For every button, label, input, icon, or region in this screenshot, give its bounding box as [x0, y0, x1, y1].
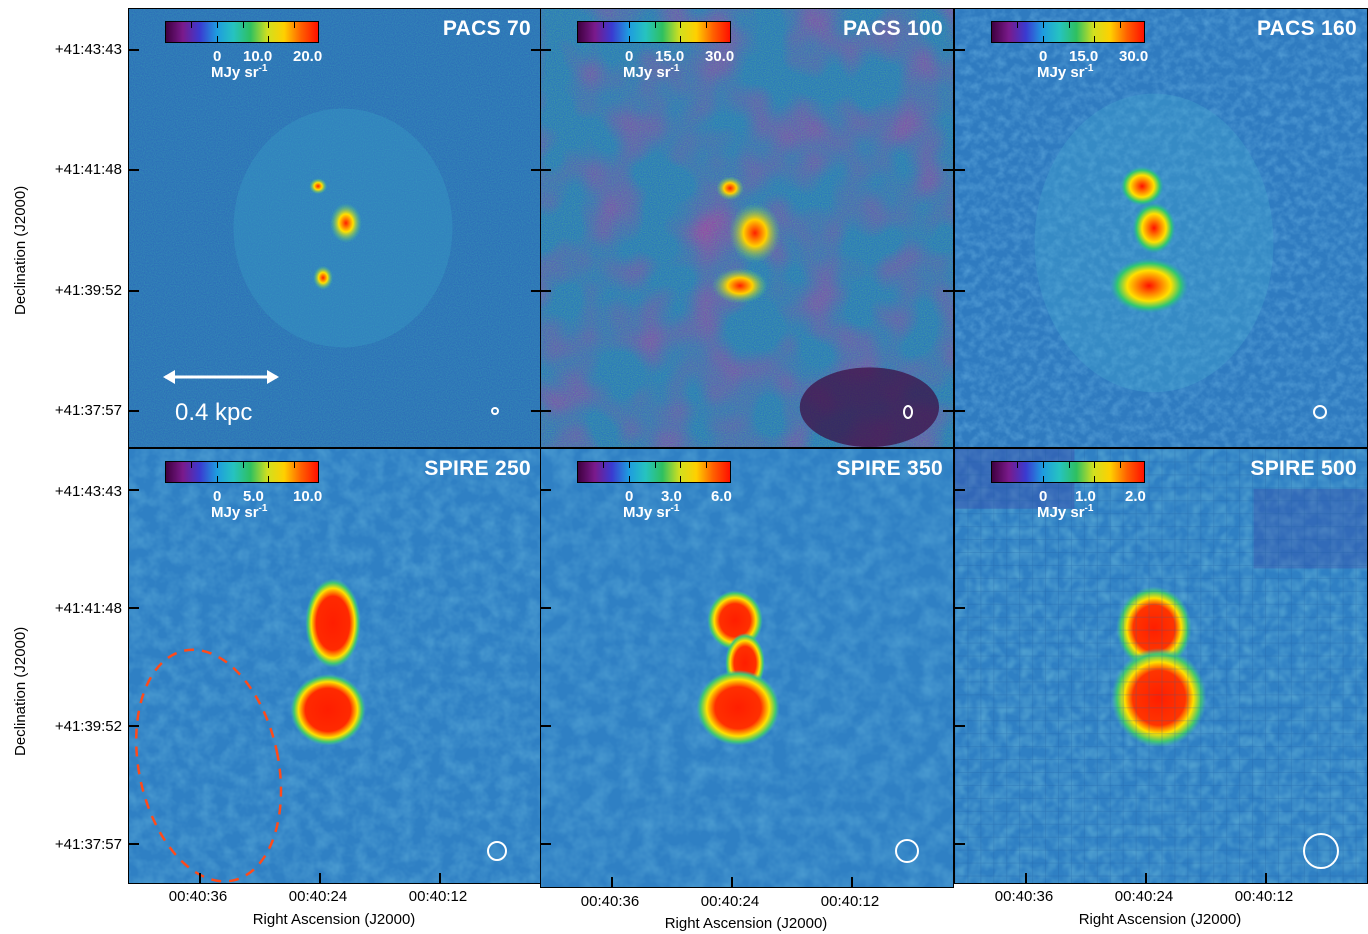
- colorbar-tick-label: 0: [625, 48, 634, 65]
- xtick-label: 00:40:36: [580, 893, 640, 910]
- x-axis-title: Right Ascension (J2000): [664, 915, 828, 932]
- colorbar-tick-label: 15.0: [1069, 48, 1099, 65]
- image-spire-350: [541, 449, 953, 887]
- panel-title: SPIRE 250: [424, 457, 531, 480]
- scale-bar-arrow: [163, 370, 279, 384]
- image-pacs-160: [955, 9, 1367, 447]
- xtick-label: 00:40:36: [994, 888, 1054, 905]
- colorbar-tick-label: 30.0: [705, 48, 735, 65]
- panel-spire-500: SPIRE 500 0 1.0 2.0 MJy sr-1: [954, 448, 1368, 884]
- colorbar-unit: MJy sr-1: [211, 503, 267, 521]
- colorbar-tick-label: 5.0: [243, 488, 264, 505]
- panel-title: SPIRE 350: [836, 457, 943, 480]
- beam-size-icon: [903, 405, 913, 419]
- colorbar-tick-label: 30.0: [1119, 48, 1149, 65]
- colorbar: [577, 461, 731, 483]
- panel-spire-350: SPIRE 350 0 3.0 6.0 MJy sr-1: [540, 448, 954, 888]
- y-axis-title-bottom: Declination (J2000): [12, 626, 29, 756]
- x-axis-title: Right Ascension (J2000): [1078, 911, 1242, 928]
- beam-size-icon: [1313, 405, 1327, 419]
- scale-bar-label: 0.4 kpc: [175, 399, 253, 426]
- colorbar-tick-label: 1.0: [1075, 488, 1096, 505]
- unit-text: MJy sr: [211, 504, 259, 521]
- ytick-label: +41:39:52: [54, 282, 122, 299]
- unit-text: MJy sr: [623, 64, 671, 81]
- colorbar-tick-label: 3.0: [661, 488, 682, 505]
- panel-title: PACS 160: [1256, 17, 1357, 40]
- unit-text: MJy sr: [1037, 504, 1085, 521]
- panel-title: SPIRE 500: [1250, 457, 1357, 480]
- ytick-label: +41:43:43: [54, 41, 122, 58]
- beam-size-icon: [491, 407, 499, 415]
- colorbar: [991, 461, 1145, 483]
- ytick-label: +41:37:57: [54, 836, 122, 853]
- colorbar-tick-label: 10.0: [243, 48, 273, 65]
- colorbar: [991, 21, 1145, 43]
- xtick-label: 00:40:12: [408, 888, 468, 905]
- colorbar: [165, 461, 319, 483]
- colorbar: [577, 21, 731, 43]
- colorbar-tick-label: 0: [1039, 48, 1048, 65]
- xtick-label: 00:40:12: [1234, 888, 1294, 905]
- colorbar-tick-label: 0: [1039, 488, 1048, 505]
- dashed-ellipse: [134, 648, 283, 883]
- unit-text: MJy sr: [1037, 64, 1085, 81]
- unit-exponent: -1: [1084, 503, 1094, 514]
- ytick-label: +41:41:48: [54, 161, 122, 178]
- unit-exponent: -1: [670, 503, 680, 514]
- colorbar-tick-label: 0: [213, 48, 222, 65]
- image-spire-500: [955, 449, 1367, 883]
- unit-exponent: -1: [258, 63, 268, 74]
- panel-title: PACS 70: [442, 17, 531, 40]
- unit-text: MJy sr: [211, 64, 259, 81]
- ytick-label: +41:39:52: [54, 718, 122, 735]
- panel-spire-250: SPIRE 250 0 5.0 10.0 MJy sr-1: [128, 448, 542, 884]
- image-pacs-100: [541, 9, 953, 447]
- colorbar-tick-label: 20.0: [293, 48, 323, 65]
- xtick-label: 00:40:24: [1114, 888, 1174, 905]
- colorbar-tick-label: 2.0: [1125, 488, 1146, 505]
- panel-pacs-100: PACS 100 0 15.0 30.0 MJy sr-1: [540, 8, 954, 448]
- colorbar-tick-label: 0: [625, 488, 634, 505]
- colorbar-unit: MJy sr-1: [211, 63, 267, 81]
- colorbar-tick-label: 10.0: [293, 488, 323, 505]
- panel-pacs-70: PACS 70 0 10.0 20.0 MJy sr-1 0.4 kpc: [128, 8, 542, 448]
- xtick-label: 00:40:24: [288, 888, 348, 905]
- panel-pacs-160: PACS 160 0 15.0 30.0 MJy sr-1: [954, 8, 1368, 448]
- colorbar-unit: MJy sr-1: [1037, 503, 1093, 521]
- colorbar-tick-label: 15.0: [655, 48, 685, 65]
- colorbar: [165, 21, 319, 43]
- unit-text: MJy sr: [623, 504, 671, 521]
- colorbar-tick-label: 6.0: [711, 488, 732, 505]
- colorbar-unit: MJy sr-1: [623, 503, 679, 521]
- beam-size-icon: [1303, 833, 1339, 869]
- beam-size-icon: [895, 839, 919, 863]
- unit-exponent: -1: [670, 63, 680, 74]
- colorbar-unit: MJy sr-1: [623, 63, 679, 81]
- beam-size-icon: [487, 841, 507, 861]
- unit-exponent: -1: [258, 503, 268, 514]
- colorbar-unit: MJy sr-1: [1037, 63, 1093, 81]
- image-pacs-70: [129, 9, 541, 447]
- ytick-label: +41:43:43: [54, 483, 122, 500]
- xtick-label: 00:40:12: [820, 893, 880, 910]
- ytick-label: +41:37:57: [54, 402, 122, 419]
- xtick-label: 00:40:36: [168, 888, 228, 905]
- x-axis-title: Right Ascension (J2000): [252, 911, 416, 928]
- image-spire-250: [129, 449, 541, 883]
- panel-title: PACS 100: [842, 17, 943, 40]
- colorbar-tick-label: 0: [213, 488, 222, 505]
- xtick-label: 00:40:24: [700, 893, 760, 910]
- unit-exponent: -1: [1084, 63, 1094, 74]
- ytick-label: +41:41:48: [54, 600, 122, 617]
